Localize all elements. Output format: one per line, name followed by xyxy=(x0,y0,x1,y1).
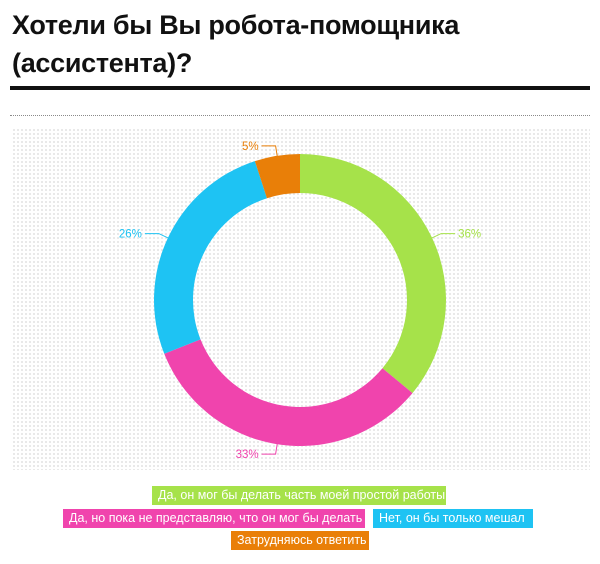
dotted-divider xyxy=(10,115,590,116)
donut-slice-3 xyxy=(254,154,300,199)
page-title: Хотели бы Вы робота-помощника (ассистент… xyxy=(12,6,588,82)
title-underline xyxy=(10,86,590,90)
leader-line-1 xyxy=(261,438,279,455)
data-label-1: 33% xyxy=(236,449,259,461)
data-label-2: 26% xyxy=(119,229,142,241)
title-line-2: (ассистента)? xyxy=(12,48,193,78)
donut-slice-1 xyxy=(164,339,413,447)
title-line-1: Хотели бы Вы робота-помощника xyxy=(12,10,460,40)
data-label-0: 36% xyxy=(458,229,481,241)
legend-item-0: Да, он мог бы делать часть моей простой … xyxy=(152,486,446,505)
donut-slice-2 xyxy=(154,161,267,354)
leader-line-0 xyxy=(426,233,456,241)
legend-item-2: Нет, он бы только мешал xyxy=(373,509,533,528)
legend-item-3: Затрудняюсь ответить xyxy=(231,531,369,550)
legend-item-1: Да, но пока не представляю, что он мог б… xyxy=(63,509,365,528)
donut-slice-0 xyxy=(300,154,446,394)
data-label-3: 5% xyxy=(242,141,259,153)
leader-line-3 xyxy=(261,145,279,162)
leader-line-2 xyxy=(144,233,174,241)
